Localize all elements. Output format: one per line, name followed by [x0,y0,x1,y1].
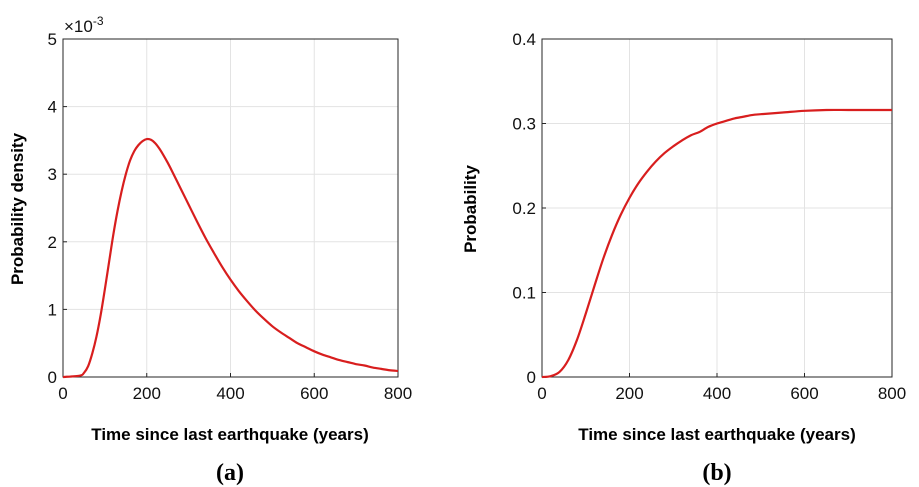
panel-b-y-tick-label: 0.1 [512,284,536,303]
panel-b-x-tick-label: 200 [615,384,643,403]
panel-b-x-tick-label: 0 [537,384,546,403]
panel-a-y-tick-label: 1 [48,300,57,319]
panel-b-caption: (b) [702,460,731,486]
panel-a-y-multiplier: ×10-3 [64,14,104,36]
panel-a-x-tick-label: 600 [300,384,328,403]
panel-b-series-line-0 [541,108,892,379]
panel-a-y-tick-label: 5 [48,30,57,49]
panel-a-caption: (a) [216,460,244,486]
panel-b-plot-frame [541,38,893,378]
panel-a-multiplier-base: ×10 [64,17,93,36]
panel-b-y-tick-label: 0 [527,368,536,387]
panel-b-x-axis-label: Time since last earthquake (years) [578,425,856,444]
panel-b-x-tick-label: 800 [878,384,906,403]
panel-a-x-tick-label: 200 [133,384,161,403]
panel-a-probability-density-chart: 0 200 400 600 800 0 1 2 3 4 5 [48,30,413,403]
panel-b-y-axis-label: Probability [461,165,480,253]
panel-a-y-tick-label: 3 [48,165,57,184]
panel-a-y-axis-label: Probability density [8,132,27,285]
panel-a-series-line-0 [62,137,399,379]
panel-a-x-tick-label: 400 [216,384,244,403]
panel-a-y-tick-label: 4 [48,98,57,117]
panel-b-y-tick-label: 0.2 [512,199,536,218]
panel-a-y-tick-label: 0 [48,368,57,387]
panel-a-plot-frame [62,38,399,378]
panel-a-x-tick-label: 800 [384,384,412,403]
panel-a-x-axis-label: Time since last earthquake (years) [91,425,369,444]
panel-b-x-tick-label: 600 [790,384,818,403]
panel-a-y-tick-label: 2 [48,233,57,252]
panel-b-probability-chart: 0 200 400 600 800 0 0.1 0.2 0.3 0.4 [512,30,906,403]
panel-a-multiplier-exponent: -3 [93,14,104,28]
panel-b-y-tick-label: 0.4 [512,30,536,49]
panel-b-x-tick-label: 400 [703,384,731,403]
panel-a-x-tick-label: 0 [58,384,67,403]
panel-b-y-tick-label: 0.3 [512,115,536,134]
